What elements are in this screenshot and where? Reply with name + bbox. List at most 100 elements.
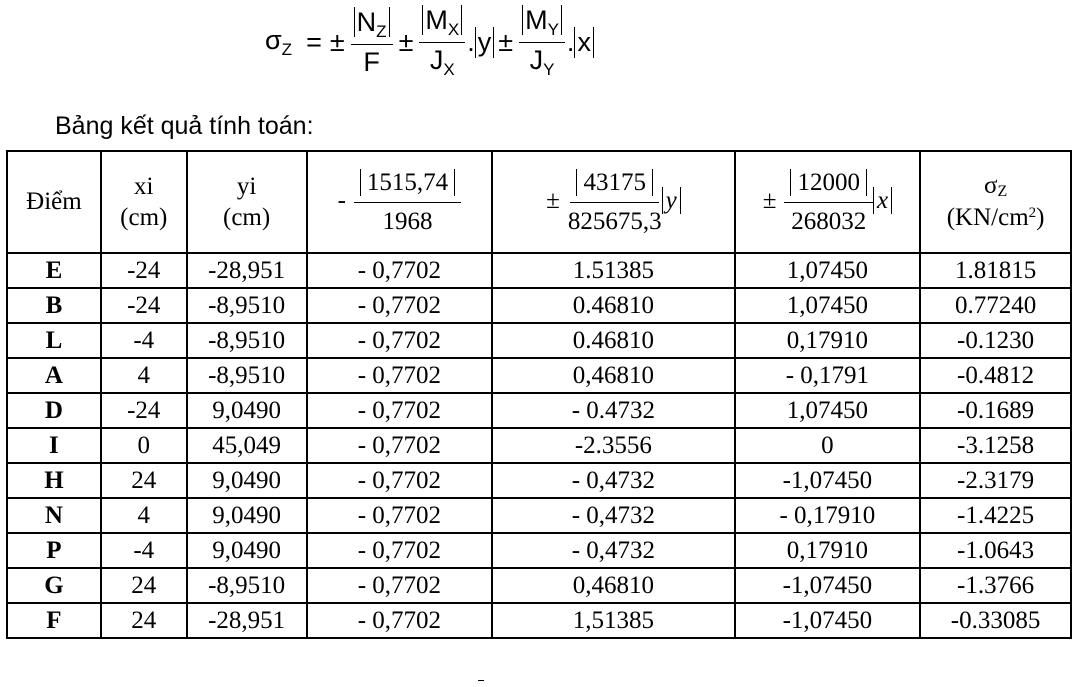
header-my-term: ±12000 268032 x <box>733 150 922 254</box>
cell-yi: -8,9510 <box>185 567 308 604</box>
formula-term-axial: NZ F <box>350 6 393 78</box>
cell-c4: - 0,7702 <box>305 462 494 499</box>
cell-c4: - 0,7702 <box>305 497 494 534</box>
table-row: D -24 9,0490- 0,7702- 0.4732 1,07450 -0.1689 <box>6 392 1072 429</box>
table-row: E -24 -28,951- 0,7702 1.51385 1,07450 1.81815 <box>6 252 1072 289</box>
cell-sigma: -1.0643 <box>919 532 1072 569</box>
cell-c6: -1,07450 <box>733 567 922 604</box>
cell-c6: 0,17910 <box>733 322 922 359</box>
cell-c4: - 0,7702 <box>305 427 494 464</box>
table-row: L -4 -8,9510- 0,7702 0.46810 0,17910 -0.1230 <box>6 322 1072 359</box>
formula-lhs: σZ <box>265 24 293 59</box>
cell-c6: 1,07450 <box>733 392 922 429</box>
cell-yi: -8,9510 <box>185 322 308 359</box>
cell-point: E <box>6 252 102 289</box>
header-mx-term: ±43175 825675,3 y <box>491 150 736 254</box>
cell-point: P <box>6 532 102 569</box>
cell-xi: -24 <box>99 287 188 324</box>
cell-c5: - 0,4732 <box>491 497 736 534</box>
cell-c4: - 0,7702 <box>305 602 494 639</box>
cell-point: L <box>6 322 102 359</box>
formula-equals: = <box>306 26 322 57</box>
cell-xi: 24 <box>99 462 188 499</box>
cell-yi: 9,0490 <box>185 497 308 534</box>
header-yi: yi (cm) <box>185 150 308 254</box>
cell-point: G <box>6 567 102 604</box>
cell-point: N <box>6 497 102 534</box>
table-row: F 24 -28,951- 0,7702 1,51385 -1,07450 -0.3308… <box>6 602 1072 639</box>
header-xi: xi (cm) <box>99 150 188 254</box>
cell-c4: - 0,7702 <box>305 287 494 324</box>
cell-point: F <box>6 602 102 639</box>
header-axial-term: -1515,74 1968 <box>305 150 494 254</box>
cell-xi: -24 <box>99 392 188 429</box>
cell-c6: - 0,1791 <box>733 357 922 394</box>
cell-c6: 0 <box>733 427 922 464</box>
table-row: I 0 45,049- 0,7702 -2.3556 0 -3.1258 <box>6 427 1072 464</box>
cell-yi: 9,0490 <box>185 392 308 429</box>
formula-pm-3: ± <box>498 26 514 57</box>
cell-point: I <box>6 427 102 464</box>
cell-c5: 0.46810 <box>491 287 736 324</box>
formula-term-my: MY JY <box>519 4 565 80</box>
cell-c6: 1,07450 <box>733 252 922 289</box>
cell-c4: - 0,7702 <box>305 392 494 429</box>
cell-yi: 9,0490 <box>185 532 308 569</box>
cell-c6: - 0,17910 <box>733 497 922 534</box>
table-row: A 4 -8,9510- 0,7702 0,46810- 0,1791 -0.4812 <box>6 357 1072 394</box>
cell-sigma: 1.81815 <box>919 252 1072 289</box>
cell-yi: -8,9510 <box>185 357 308 394</box>
formula-term-mx: MX JX <box>419 4 466 80</box>
formula-var-y: y <box>474 26 495 58</box>
cell-sigma: -3.1258 <box>919 427 1072 464</box>
cell-yi: -28,951 <box>185 602 308 639</box>
table-row: B -24 -8,9510- 0,7702 0.46810 1,07450 0.77240 <box>6 287 1072 324</box>
cell-point: D <box>6 392 102 429</box>
header-point: Điểm <box>6 150 102 254</box>
cell-sigma: -0.33085 <box>919 602 1072 639</box>
table-heading: Bảng kết quả tính toán: <box>55 112 314 140</box>
cell-c5: 0,46810 <box>491 357 736 394</box>
cell-xi: 0 <box>99 427 188 464</box>
cell-c5: - 0,4732 <box>491 462 736 499</box>
table-row: P -4 9,0490- 0,7702- 0,4732 0,17910 -1.0643 <box>6 532 1072 569</box>
page-fragment-mark <box>478 680 484 684</box>
cell-c5: -2.3556 <box>491 427 736 464</box>
cell-c6: 0,17910 <box>733 532 922 569</box>
cell-sigma: -1.4225 <box>919 497 1072 534</box>
cell-sigma: -1.3766 <box>919 567 1072 604</box>
cell-sigma: -0.1689 <box>919 392 1072 429</box>
formula-pm-2: ± <box>398 26 414 57</box>
cell-sigma: -0.4812 <box>919 357 1072 394</box>
cell-c4: - 0,7702 <box>305 322 494 359</box>
header-sigma: σZ (KN/cm2) <box>919 150 1072 254</box>
cell-c5: 1,51385 <box>491 602 736 639</box>
cell-yi: -8,9510 <box>185 287 308 324</box>
formula-dot-2: . <box>566 26 575 57</box>
cell-c5: - 0.4732 <box>491 392 736 429</box>
cell-c5: 0.46810 <box>491 322 736 359</box>
table-row: N 4 9,0490- 0,7702- 0,4732- 0,17910 -1.4225 <box>6 497 1072 534</box>
cell-point: A <box>6 357 102 394</box>
cell-point: H <box>6 462 102 499</box>
cell-c5: - 0,4732 <box>491 532 736 569</box>
cell-c4: - 0,7702 <box>305 567 494 604</box>
cell-sigma: -0.1230 <box>919 322 1072 359</box>
formula-var-x: x <box>574 26 594 58</box>
cell-xi: -4 <box>99 532 188 569</box>
cell-xi: -4 <box>99 322 188 359</box>
table-row: G 24 -8,9510- 0,7702 0,46810 -1,07450 -1.3766 <box>6 567 1072 604</box>
formula-dot-1: . <box>467 26 475 57</box>
cell-c4: - 0,7702 <box>305 357 494 394</box>
cell-c5: 0,46810 <box>491 567 736 604</box>
cell-xi: -24 <box>99 252 188 289</box>
cell-xi: 4 <box>99 357 188 394</box>
cell-yi: 9,0490 <box>185 462 308 499</box>
cell-xi: 24 <box>99 602 188 639</box>
cell-c4: - 0,7702 <box>305 252 494 289</box>
cell-xi: 4 <box>99 497 188 534</box>
formula-pm-1: ± <box>329 26 345 57</box>
cell-c6: 1,07450 <box>733 287 922 324</box>
table-row: H 24 9,0490- 0,7702- 0,4732 -1,07450 -2.3179 <box>6 462 1072 499</box>
cell-xi: 24 <box>99 567 188 604</box>
